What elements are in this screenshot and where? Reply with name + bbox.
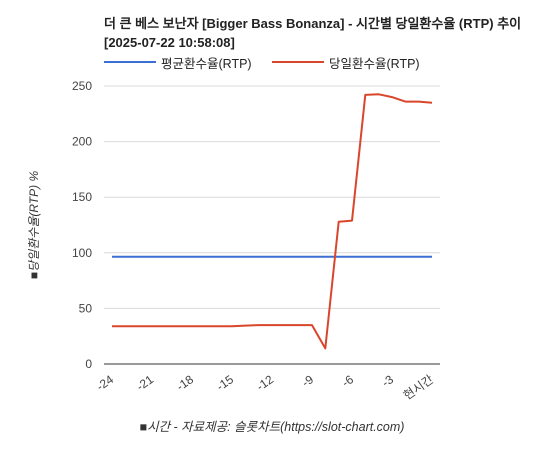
y-tick-label: 200 [72,135,92,149]
x-tick: -6 [339,372,356,390]
x-tick: -15 [214,372,237,394]
legend-swatch-daily [272,61,324,63]
legend-label-average: 평균환수율(RTP) [161,57,252,71]
x-axis-title: ■시간 - 자료제공: 슬롯차트(https://slot-chart.com) [139,420,405,434]
y-tick-label: 100 [72,246,92,260]
x-tick-label: -6 [339,372,356,390]
y-tick-label: 50 [79,301,93,315]
chart-title: 더 큰 베스 보난자 [Bigger Bass Bonanza] - 시간별 당… [104,16,522,50]
y-tick-label: 250 [72,79,92,93]
x-tick-label: -15 [214,372,237,394]
y-axis-title: ■당일환수율(RTP) % [27,171,41,280]
grid-lines [104,85,440,365]
x-tick-label: -9 [299,372,316,390]
x-tick: -21 [134,372,157,394]
x-tick-label: 현시간 [401,372,436,402]
x-tick: -18 [174,372,197,394]
x-tick: -9 [299,372,316,390]
x-tick-label: -3 [379,372,396,390]
x-tick: -12 [254,372,277,394]
x-tick-label: -21 [134,372,157,394]
x-tick: -3 [379,372,396,390]
y-tick-label: 0 [85,357,92,371]
x-tick-label: -24 [94,372,117,394]
legend-label-daily: 당일환수율(RTP) [329,57,420,71]
y-tick-labels: 0 50 100 150 200 250 [72,79,92,371]
series-line-daily [112,93,433,350]
y-tick-label: 150 [72,190,92,204]
legend-swatch-average [104,61,156,63]
x-tick: 현시간 [401,372,436,402]
x-tick-label: -12 [254,372,277,394]
x-tick-label: -18 [174,372,197,394]
x-tick-labels: -24 -21 -18 -15 -12 -9 -6 -3 현시간 [94,372,436,403]
series-lines [112,93,433,350]
x-tick: -24 [94,372,117,394]
